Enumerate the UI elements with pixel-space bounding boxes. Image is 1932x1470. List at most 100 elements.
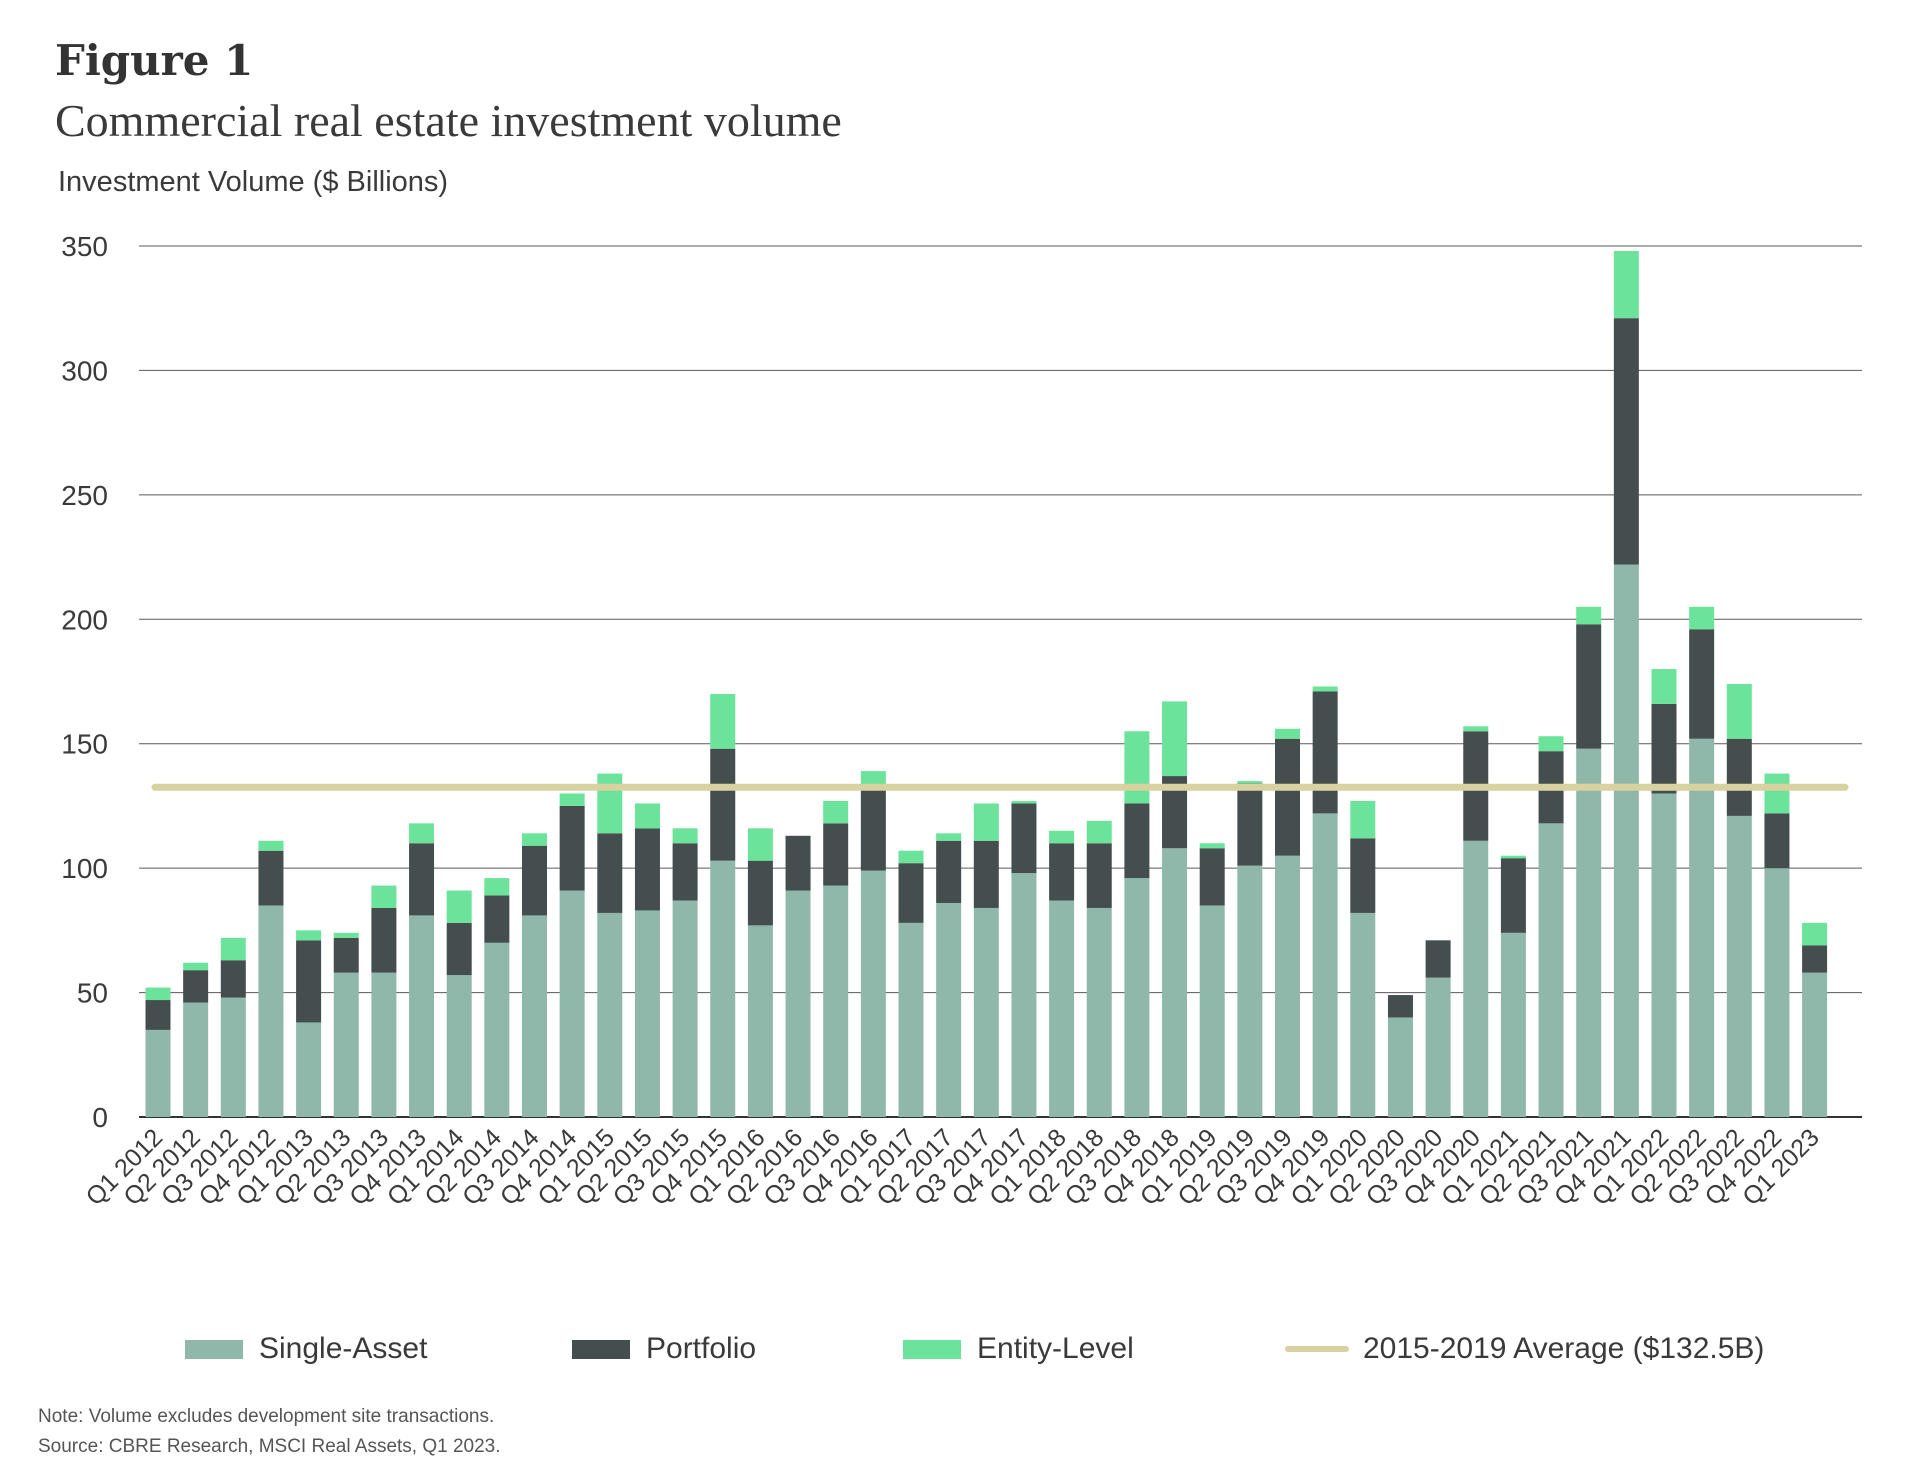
- bar-single-asset: [1312, 813, 1338, 1117]
- bar-entity-level: [484, 878, 510, 896]
- y-tick-label: 350: [61, 231, 108, 262]
- bar-entity-level: [296, 930, 322, 941]
- bar-portfolio: [634, 828, 660, 911]
- legend-item-single-asset: Single-Asset: [185, 1332, 427, 1366]
- bar-entity-level: [973, 803, 999, 841]
- legend-swatch-average: [1285, 1346, 1349, 1352]
- bar-single-asset: [747, 925, 773, 1117]
- y-tick-label: 150: [61, 729, 108, 760]
- bar-portfolio: [1275, 738, 1300, 856]
- bar-portfolio: [973, 840, 999, 908]
- bar-portfolio: [1726, 738, 1752, 816]
- bar-single-asset: [672, 900, 698, 1117]
- bar-entity-level: [597, 773, 623, 834]
- bar-portfolio: [1237, 783, 1263, 866]
- bar-single-asset: [1538, 823, 1564, 1117]
- bar-portfolio: [1764, 813, 1790, 869]
- bar-single-asset: [446, 975, 472, 1117]
- bar-single-asset: [1764, 868, 1790, 1117]
- bar-entity-level: [1613, 250, 1639, 319]
- bar-entity-level: [559, 793, 585, 806]
- bar-portfolio: [333, 937, 359, 973]
- bar-single-asset: [1689, 738, 1715, 1117]
- bar-single-asset: [1199, 905, 1225, 1117]
- bar-single-asset: [258, 905, 284, 1117]
- gridlines: [139, 245, 1862, 1118]
- bar-portfolio: [183, 970, 209, 1003]
- bar-portfolio: [1576, 624, 1602, 749]
- bar-single-asset: [634, 910, 660, 1117]
- bar-single-asset: [823, 885, 849, 1117]
- bar-single-asset: [1576, 748, 1602, 1117]
- legend-item-average: 2015-2019 Average ($132.5B): [1285, 1332, 1764, 1366]
- bar-entity-level: [522, 833, 547, 846]
- bar-single-asset: [145, 1029, 171, 1117]
- bar-entity-level: [409, 823, 435, 844]
- legend-label-portfolio: Portfolio: [646, 1332, 757, 1365]
- bar-entity-level: [1275, 728, 1300, 739]
- bar-single-asset: [898, 922, 924, 1117]
- footnote: Note: Volume excludes development site t…: [38, 1406, 495, 1427]
- bar-entity-level: [1764, 773, 1790, 814]
- bar-entity-level: [258, 840, 284, 851]
- bar-entity-level: [898, 850, 924, 864]
- bar-entity-level: [1011, 800, 1037, 804]
- bar-entity-level: [710, 693, 736, 749]
- bar-entity-level: [823, 800, 849, 824]
- bar-entity-level: [1538, 736, 1564, 752]
- bar-single-asset: [973, 907, 999, 1117]
- bar-entity-level: [183, 962, 209, 971]
- bar-portfolio: [446, 922, 472, 976]
- bar-portfolio: [1387, 995, 1413, 1018]
- y-tick-label: 250: [61, 480, 108, 511]
- bar-single-asset: [484, 942, 510, 1117]
- bar-portfolio: [1049, 843, 1075, 901]
- bar-portfolio: [145, 1000, 171, 1030]
- bar-portfolio: [522, 845, 547, 916]
- bar-entity-level: [1199, 843, 1225, 849]
- bar-single-asset: [860, 870, 886, 1117]
- bar-entity-level: [1802, 922, 1828, 946]
- bar-portfolio: [823, 823, 849, 886]
- legend-swatch-single-asset: [185, 1339, 243, 1359]
- bar-portfolio: [936, 840, 962, 903]
- bar-entity-level: [1500, 855, 1526, 859]
- y-tick-label: 0: [92, 1102, 108, 1133]
- figure-label: Figure 1: [55, 36, 254, 85]
- bar-single-asset: [559, 890, 585, 1117]
- bar-portfolio: [1350, 838, 1376, 913]
- legend-item-portfolio: Portfolio: [572, 1332, 756, 1366]
- bar-entity-level: [1162, 701, 1188, 777]
- y-tick-label: 100: [61, 853, 108, 884]
- bar-portfolio: [1613, 318, 1639, 565]
- bar-entity-level: [1651, 669, 1677, 704]
- bar-portfolio: [1011, 803, 1037, 874]
- bar-single-asset: [1463, 840, 1489, 1117]
- bar-single-asset: [1726, 815, 1752, 1117]
- legend-swatch-portfolio: [572, 1339, 630, 1359]
- bar-single-asset: [1425, 977, 1451, 1117]
- bar-entity-level: [1086, 820, 1112, 844]
- bar-portfolio: [1199, 848, 1225, 906]
- bar-portfolio: [1312, 691, 1338, 814]
- bar-portfolio: [258, 850, 284, 906]
- bar-entity-level: [936, 833, 962, 841]
- bar-single-asset: [785, 890, 811, 1117]
- legend: Single-Asset Portfolio Entity-Level 2015…: [0, 1332, 1932, 1382]
- y-axis-title: Investment Volume ($ Billions): [58, 166, 449, 198]
- bar-portfolio: [672, 843, 698, 901]
- bar-entity-level: [1463, 726, 1489, 732]
- bar-entity-level: [634, 803, 660, 829]
- bar-portfolio: [1124, 803, 1150, 879]
- bar-entity-level: [1350, 800, 1376, 839]
- bar-portfolio: [1802, 945, 1828, 973]
- y-axis-ticks: 0 50 100 150 200 250 300 350: [61, 231, 108, 1133]
- bar-portfolio: [220, 960, 246, 998]
- bar-single-asset: [1086, 907, 1112, 1117]
- bar-portfolio: [1651, 703, 1677, 794]
- bar-single-asset: [220, 997, 246, 1117]
- bar-portfolio: [1425, 940, 1451, 978]
- bar-entity-level: [747, 828, 773, 861]
- bar-single-asset: [710, 860, 736, 1117]
